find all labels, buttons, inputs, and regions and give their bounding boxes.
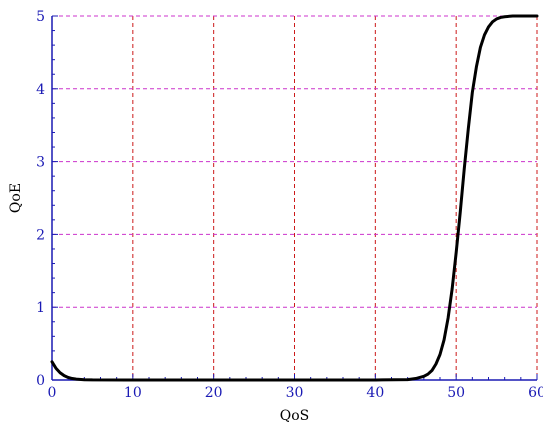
y-tick-label: 5: [36, 9, 45, 25]
x-tick-label: 10: [124, 385, 142, 401]
x-tick-label: 0: [48, 385, 57, 401]
x-tick-label: 60: [528, 385, 543, 401]
y-tick-label: 0: [36, 373, 45, 389]
y-tick-label: 2: [36, 227, 45, 243]
y-tick-label: 3: [36, 155, 45, 171]
x-axis-label: QoS: [280, 408, 310, 424]
x-tick-label: 20: [205, 385, 223, 401]
x-tick-label: 40: [366, 385, 384, 401]
grid: [52, 15, 538, 380]
x-tick-label: 30: [286, 385, 304, 401]
qoe-curve: [50, 14, 539, 382]
tick-labels: 0 10 20 30 40 50 60 0 1 2 3 4 5: [36, 9, 543, 401]
x-tick-label: 50: [447, 385, 465, 401]
y-tick-label: 4: [36, 82, 45, 98]
y-tick-label: 1: [36, 300, 45, 316]
y-axis-label: QoE: [8, 183, 24, 213]
